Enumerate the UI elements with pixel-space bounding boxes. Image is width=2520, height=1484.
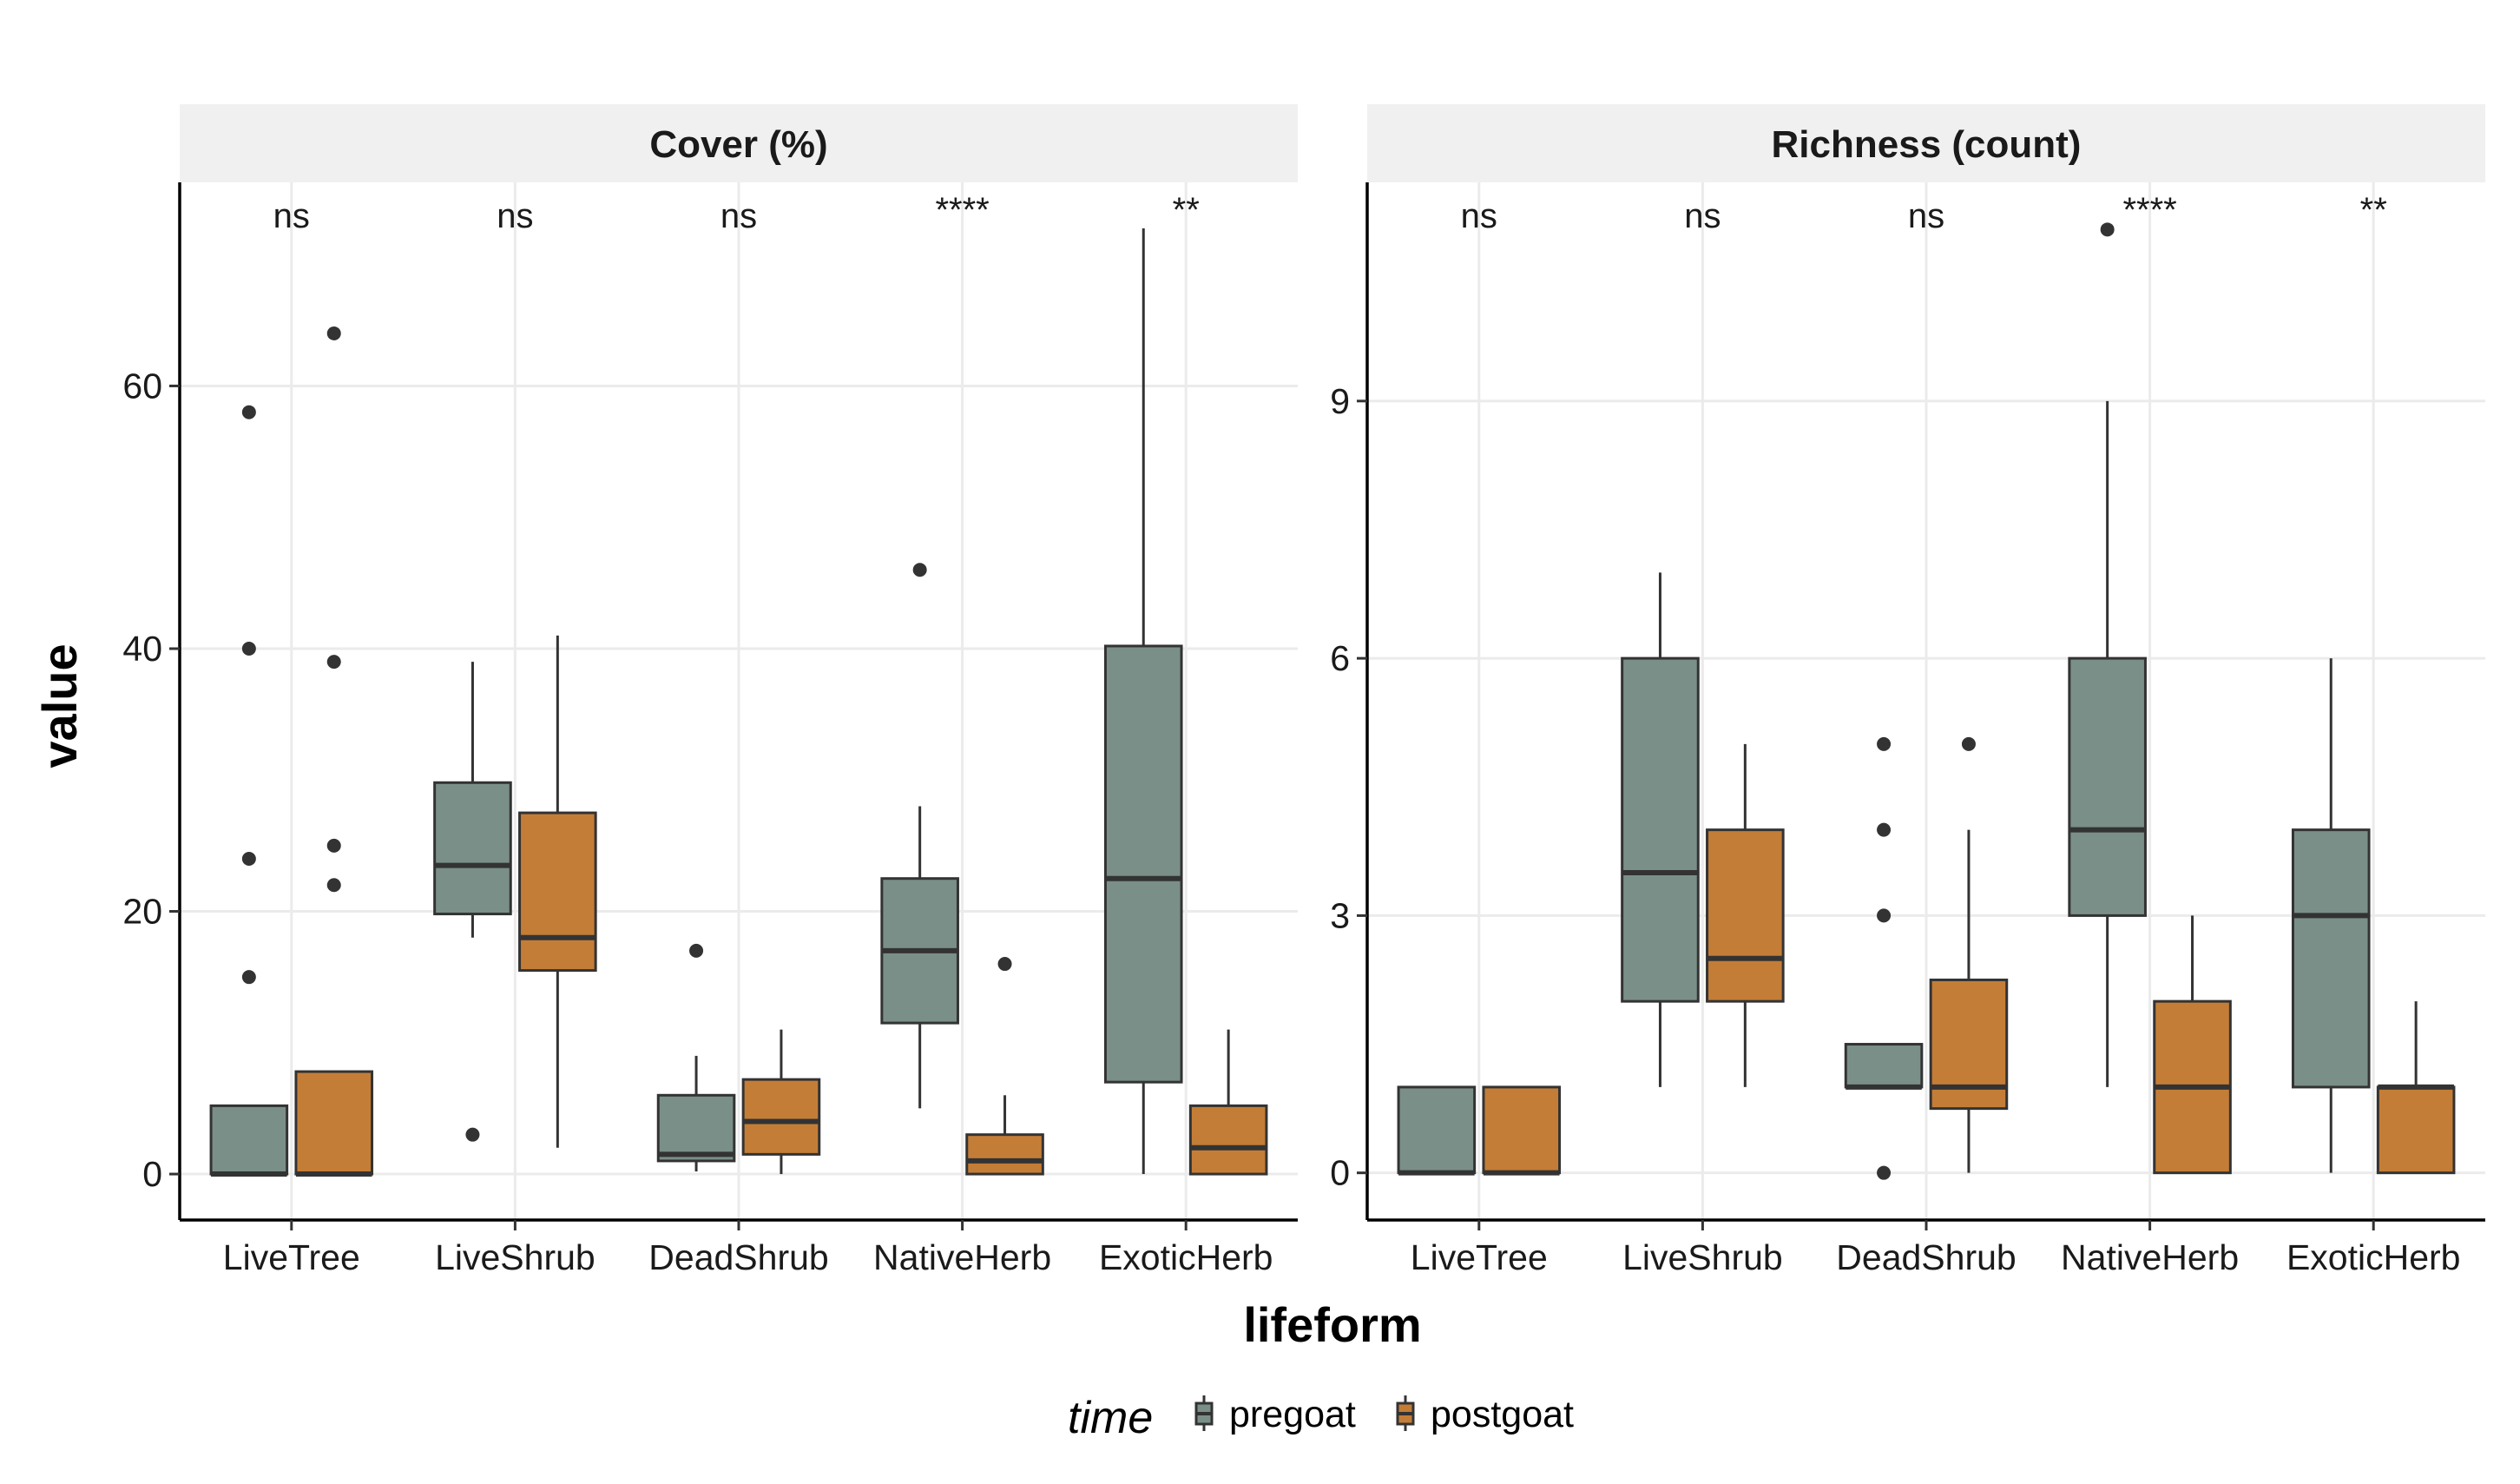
significance-label: **** xyxy=(2122,191,2176,229)
outlier-point xyxy=(326,326,341,340)
legend-key-postgoat: postgoat xyxy=(1396,1394,1574,1435)
box-pregoat-LiveTree xyxy=(1397,1085,1477,1176)
box-pregoat-LiveTree xyxy=(209,405,289,1177)
x-tick-label: NativeHerb xyxy=(2061,1237,2239,1277)
box-postgoat-DeadShrub xyxy=(741,1029,821,1175)
significance-label: ns xyxy=(1461,197,1497,235)
legend-label-postgoat: postgoat xyxy=(1431,1394,1574,1435)
box-iqr xyxy=(2376,1085,2456,1175)
box-pregoat-NativeHerb xyxy=(2068,222,2147,1087)
significance-label: ** xyxy=(1173,191,1200,229)
significance-label: **** xyxy=(935,191,989,229)
box-pregoat-LiveShrub xyxy=(1621,572,1700,1087)
box-pregoat-ExoticHerb xyxy=(1103,228,1183,1175)
box-pregoat-ExoticHerb xyxy=(2291,658,2371,1173)
x-axis-title: lifeform xyxy=(1243,1297,1421,1352)
box-pregoat-DeadShrub xyxy=(1844,736,1924,1180)
box-iqr xyxy=(1844,1043,1924,1089)
x-tick-label: DeadShrub xyxy=(648,1237,828,1277)
outlier-point xyxy=(1877,1165,1892,1180)
box-iqr xyxy=(1706,828,1785,1003)
box-iqr xyxy=(656,1093,736,1163)
box-iqr xyxy=(1621,656,1700,1003)
box-iqr xyxy=(2291,828,2371,1089)
outlier-point xyxy=(2100,222,2115,237)
y-tick-label: 0 xyxy=(142,1154,162,1194)
box-iqr xyxy=(1397,1085,1477,1175)
box-postgoat-NativeHerb xyxy=(2153,915,2232,1175)
x-tick-label: LiveShrub xyxy=(435,1237,595,1277)
box-postgoat-DeadShrub xyxy=(1929,736,2009,1173)
box-iqr xyxy=(965,1133,1044,1176)
y-tick-label: 6 xyxy=(1330,638,1350,678)
outlier-point xyxy=(912,563,927,577)
outlier-point xyxy=(1877,908,1892,923)
legend: time pregoat postgoat xyxy=(1068,1393,1574,1443)
outlier-point xyxy=(241,970,256,985)
y-tick-label: 60 xyxy=(122,366,162,406)
box-postgoat-LiveShrub xyxy=(518,635,597,1148)
box-postgoat-ExoticHerb xyxy=(2376,1001,2456,1175)
significance-label: ns xyxy=(273,197,310,235)
outlier-point xyxy=(997,957,1012,972)
outlier-point xyxy=(1877,822,1892,837)
y-tick-label: 20 xyxy=(122,892,162,932)
significance-label: ns xyxy=(1684,197,1721,235)
outlier-point xyxy=(326,878,341,893)
box-iqr xyxy=(209,1104,289,1176)
x-tick-label: DeadShrub xyxy=(1836,1237,2016,1277)
box-iqr xyxy=(2068,656,2147,917)
box-postgoat-NativeHerb xyxy=(965,957,1044,1176)
box-pregoat-DeadShrub xyxy=(656,943,736,1172)
box-postgoat-LiveShrub xyxy=(1706,743,1785,1087)
y-axis-title: value xyxy=(32,643,87,768)
box-pregoat-NativeHerb xyxy=(880,563,959,1109)
panel-richness: Richness (count)ns ns ns **** **0369LiveTree… xyxy=(1330,104,2485,1277)
significance-label: ns xyxy=(720,197,757,235)
box-iqr xyxy=(1103,644,1183,1084)
y-tick-label: 40 xyxy=(122,629,162,669)
panel-title: Richness (count) xyxy=(1772,123,2082,166)
box-iqr xyxy=(294,1070,374,1176)
x-tick-label: ExoticHerb xyxy=(2286,1237,2461,1277)
panel-strip xyxy=(1367,104,2485,182)
outlier-point xyxy=(689,943,704,958)
y-tick-label: 3 xyxy=(1330,895,1350,935)
box-iqr xyxy=(433,781,512,916)
outlier-point xyxy=(326,838,341,853)
box-postgoat-LiveTree xyxy=(294,326,374,1177)
outlier-point xyxy=(1961,736,1976,751)
outlier-point xyxy=(465,1127,480,1142)
box-pregoat-LiveShrub xyxy=(433,662,512,1142)
significance-label: ns xyxy=(497,197,533,235)
outlier-point xyxy=(241,405,256,419)
x-tick-label: ExoticHerb xyxy=(1099,1237,1273,1277)
x-tick-label: NativeHerb xyxy=(873,1237,1051,1277)
panel-title: Cover (%) xyxy=(649,123,827,166)
box-iqr xyxy=(1188,1104,1268,1176)
legend-key-pregoat: pregoat xyxy=(1194,1394,1356,1435)
outlier-point xyxy=(326,655,341,669)
x-tick-label: LiveShrub xyxy=(1622,1237,1783,1277)
x-tick-label: LiveTree xyxy=(1411,1237,1548,1277)
outlier-point xyxy=(1877,736,1892,751)
box-iqr xyxy=(1482,1085,1562,1175)
outlier-point xyxy=(241,852,256,867)
legend-title: time xyxy=(1068,1393,1153,1443)
box-postgoat-ExoticHerb xyxy=(1188,1029,1268,1176)
outlier-point xyxy=(241,641,256,656)
y-tick-label: 9 xyxy=(1330,381,1350,421)
box-postgoat-LiveTree xyxy=(1482,1085,1562,1176)
box-iqr xyxy=(518,811,597,973)
legend-label-pregoat: pregoat xyxy=(1229,1394,1356,1435)
significance-label: ** xyxy=(2360,191,2387,229)
significance-label: ns xyxy=(1908,197,1944,235)
y-tick-label: 0 xyxy=(1330,1153,1350,1193)
x-tick-label: LiveTree xyxy=(223,1237,360,1277)
panel-strip xyxy=(180,104,1298,182)
box-iqr xyxy=(741,1078,821,1156)
